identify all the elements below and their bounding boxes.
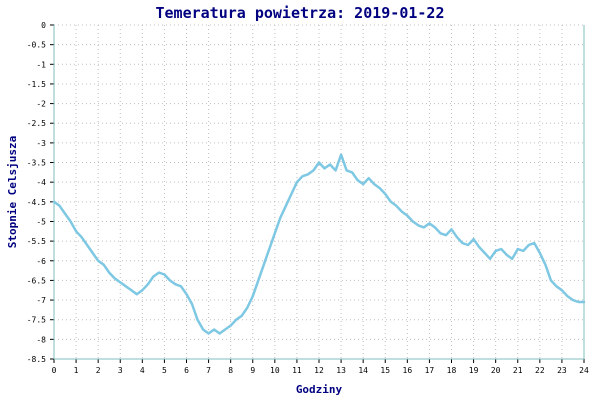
chart-title: Temeratura powietrza: 2019-01-22 <box>156 4 445 22</box>
y-tick-label: -3 <box>36 139 46 148</box>
x-tick-label: 0 <box>52 366 57 375</box>
x-tick-label: 13 <box>336 366 346 375</box>
y-tick-labels: 0 -0.5 -1 -1.5 -2 -2.5 -3 -3.5 -4 -4.5 -5 -5.5 -6 -6.… <box>27 21 46 364</box>
y-tick-label: -8.5 <box>27 355 46 364</box>
x-tick-label: 17 <box>425 366 435 375</box>
x-tick-label: 23 <box>557 366 567 375</box>
y-tick-label: -4.5 <box>27 198 46 207</box>
x-tick-label: 4 <box>140 366 145 375</box>
x-tick-label: 20 <box>491 366 501 375</box>
x-tick-label: 19 <box>469 366 479 375</box>
x-tick-label: 1 <box>74 366 79 375</box>
y-axis-label: Stopnie Celsjusza <box>6 136 19 249</box>
x-tick-label: 24 <box>579 366 589 375</box>
y-tick-label: -4 <box>36 178 46 187</box>
y-tick-label: -7.5 <box>27 316 46 325</box>
x-tick-label: 12 <box>314 366 324 375</box>
y-tick-label: -2.5 <box>27 119 46 128</box>
y-tick-label: -0.5 <box>27 41 46 50</box>
x-tick-label: 9 <box>250 366 255 375</box>
y-tick-label: -1.5 <box>27 80 46 89</box>
x-tick-label: 16 <box>403 366 413 375</box>
x-tick-label: 7 <box>206 366 211 375</box>
x-tick-label: 21 <box>513 366 523 375</box>
x-tick-label: 6 <box>184 366 189 375</box>
x-tick-label: 11 <box>292 366 302 375</box>
x-tick-label: 8 <box>228 366 233 375</box>
x-tick-label: 5 <box>162 366 167 375</box>
x-tick-label: 14 <box>358 366 368 375</box>
y-tick-label: -6 <box>36 257 46 266</box>
chart-axes <box>50 24 585 363</box>
chart-grid <box>54 24 585 359</box>
x-tick-label: 22 <box>535 366 545 375</box>
y-tick-label: -3.5 <box>27 159 46 168</box>
x-tick-labels: 0 1 2 3 4 5 6 7 8 9 10 11 12 13 14 15 16 17 18 19 20 21 22 23 24 <box>52 366 589 375</box>
y-tick-label: -7 <box>36 296 46 305</box>
series-lines <box>52 153 586 335</box>
temperature-series-line <box>52 153 586 335</box>
y-tick-label: -1 <box>36 60 46 69</box>
y-tick-label: -5.5 <box>27 237 46 246</box>
x-tick-label: 18 <box>447 366 457 375</box>
y-tick-label: -6.5 <box>27 276 46 285</box>
y-tick-label: 0 <box>41 21 46 30</box>
x-tick-label: 3 <box>118 366 123 375</box>
x-tick-label: 15 <box>380 366 390 375</box>
x-axis-label: Godziny <box>296 383 343 396</box>
y-tick-label: -5 <box>36 217 46 226</box>
y-tick-label: -2 <box>36 100 46 109</box>
y-tick-label: -8 <box>36 335 46 344</box>
x-tick-label: 2 <box>96 366 101 375</box>
x-tick-label: 10 <box>270 366 280 375</box>
